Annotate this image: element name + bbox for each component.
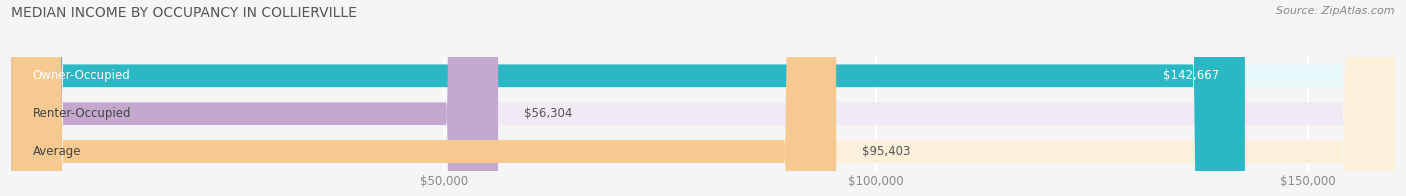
Text: $56,304: $56,304 [524, 107, 572, 120]
Text: Renter-Occupied: Renter-Occupied [32, 107, 131, 120]
FancyBboxPatch shape [11, 0, 1395, 196]
FancyBboxPatch shape [11, 0, 1395, 196]
Text: $95,403: $95,403 [862, 145, 911, 158]
Text: Average: Average [32, 145, 82, 158]
FancyBboxPatch shape [11, 0, 498, 196]
Text: MEDIAN INCOME BY OCCUPANCY IN COLLIERVILLE: MEDIAN INCOME BY OCCUPANCY IN COLLIERVIL… [11, 6, 357, 20]
Text: $142,667: $142,667 [1163, 69, 1219, 82]
FancyBboxPatch shape [11, 0, 1244, 196]
Text: Source: ZipAtlas.com: Source: ZipAtlas.com [1277, 6, 1395, 16]
FancyBboxPatch shape [11, 0, 1395, 196]
FancyBboxPatch shape [11, 0, 837, 196]
Text: Owner-Occupied: Owner-Occupied [32, 69, 131, 82]
